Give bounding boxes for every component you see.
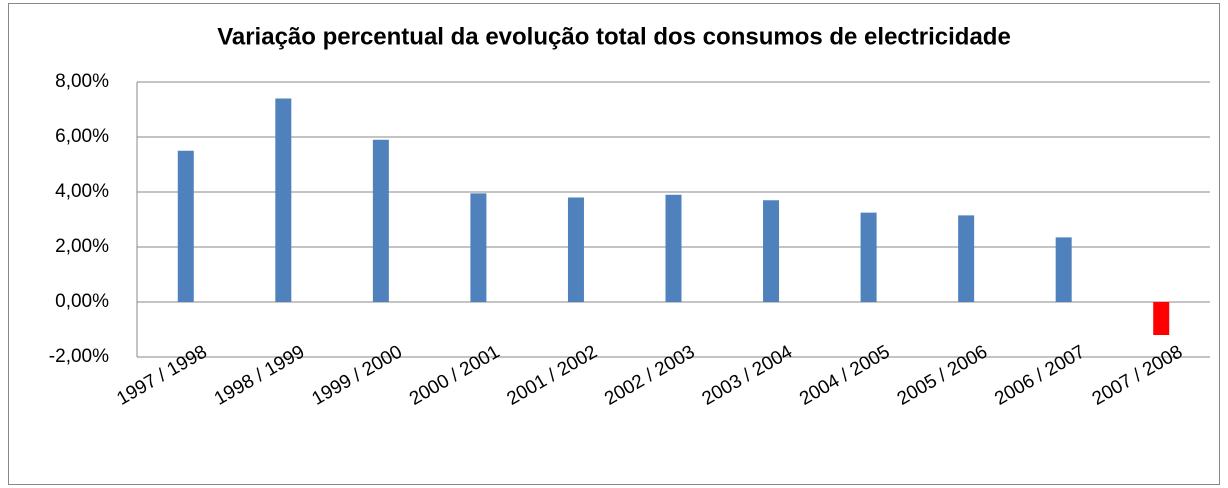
bar xyxy=(177,150,194,302)
bar xyxy=(1055,237,1072,302)
y-tick-label: -2,00% xyxy=(49,346,109,367)
bar xyxy=(665,194,682,302)
bar xyxy=(470,193,487,302)
bar xyxy=(567,197,584,302)
y-tick-label: 6,00% xyxy=(55,126,109,147)
bar xyxy=(275,98,292,302)
chart-title: Variação percentual da evolução total do… xyxy=(217,23,1011,50)
bar xyxy=(1153,302,1170,335)
y-tick-label: 8,00% xyxy=(55,71,109,92)
bar xyxy=(372,139,389,302)
y-tick-label: 4,00% xyxy=(55,181,109,202)
bar xyxy=(958,215,975,302)
y-tick-label: 0,00% xyxy=(55,291,109,312)
chart-frame xyxy=(8,3,1220,485)
bar xyxy=(860,212,877,302)
y-tick-label: 2,00% xyxy=(55,236,109,257)
bar xyxy=(763,200,780,302)
